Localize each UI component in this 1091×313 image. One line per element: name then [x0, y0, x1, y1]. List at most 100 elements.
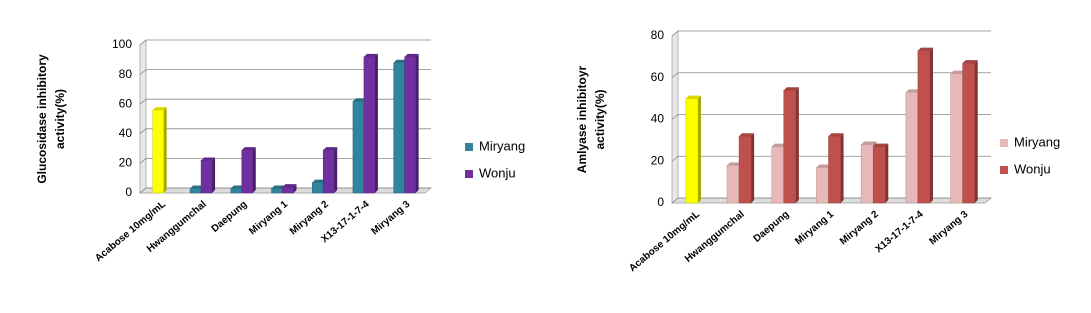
bar [282, 186, 294, 194]
bar [685, 98, 699, 204]
x-tick-label: X13-17-1-7-4 [873, 209, 926, 256]
bar-top [905, 89, 921, 93]
bar-top [962, 60, 978, 64]
bar-side [840, 133, 844, 203]
bar [189, 188, 202, 194]
bar-side [374, 53, 378, 194]
bar-top [393, 59, 408, 63]
bar-top [917, 47, 934, 51]
y-tick-label: 60 [651, 70, 665, 84]
bar-side [334, 147, 338, 193]
grid-line [139, 39, 431, 46]
legend-swatch [1000, 139, 1008, 147]
y-axis-label-line: Glucosidase inhibitory [35, 54, 49, 184]
y-axis-label: Amlyase inhibitoyr activity(%) [575, 65, 607, 173]
x-tick-label: Miryang 3 [369, 199, 412, 238]
bar-side [293, 184, 297, 193]
bar-side [974, 60, 978, 204]
y-tick-label: 40 [119, 126, 133, 140]
bar-top [152, 107, 167, 111]
bar [404, 56, 416, 194]
bar-side [415, 53, 419, 194]
bar [872, 146, 886, 204]
y-tick-label: 20 [119, 156, 133, 170]
bar [311, 182, 324, 194]
bar-side [163, 107, 167, 193]
bar [352, 100, 365, 194]
x-tick-label: Miryang 2 [838, 209, 881, 248]
bar-top [352, 98, 367, 102]
grid-line [671, 30, 991, 37]
y-tick-label: 60 [119, 96, 133, 110]
bar-top [230, 185, 245, 189]
grid-line [671, 72, 991, 79]
bar [241, 149, 254, 194]
bar-side [697, 95, 701, 203]
bar [905, 92, 919, 204]
bar [363, 56, 376, 194]
bar [322, 149, 335, 194]
bar [962, 62, 975, 204]
grid-line [139, 128, 431, 135]
bar-top [312, 179, 327, 183]
legend-swatch [465, 143, 473, 151]
bar [271, 188, 283, 194]
bar [783, 90, 797, 204]
bar [152, 109, 164, 194]
x-tick-label: Miryang 3 [927, 209, 970, 248]
y-axis-label-line: activity(%) [53, 89, 67, 149]
legend-label: Miryang [1014, 134, 1060, 149]
bar [771, 146, 785, 204]
legend-swatch [1000, 166, 1008, 174]
bar-side [212, 157, 216, 193]
bar [738, 135, 752, 204]
y-tick-label: 40 [651, 112, 665, 126]
legend-swatch [465, 170, 473, 178]
y-tick-label: 80 [119, 67, 133, 81]
x-tick-label: Daepung [752, 209, 792, 245]
bar-top [404, 53, 419, 57]
grid-line [671, 114, 991, 120]
x-tick-label: Acabose 10mg/mL [93, 199, 168, 264]
y-axis-label: Glucosidase inhibitory activity(%) [35, 54, 67, 184]
bar [200, 160, 213, 194]
x-tick-label: Daepung [210, 199, 250, 235]
legend-label: Wonju [1014, 161, 1051, 176]
bar-top [241, 147, 256, 151]
y-tick-label: 0 [657, 195, 664, 209]
y-tick-label: 80 [651, 28, 665, 42]
bar-top [271, 185, 286, 189]
bar [860, 144, 874, 204]
bar-top [282, 184, 297, 188]
bar-top [201, 157, 216, 161]
bar-top [873, 143, 889, 147]
bar [230, 188, 243, 194]
bar-side [795, 87, 799, 203]
bar [816, 167, 829, 204]
bar-side [930, 47, 934, 203]
y-tick-label: 20 [651, 153, 665, 167]
bar-top [950, 70, 966, 74]
legend-label: Wonju [479, 165, 516, 180]
back-wall [139, 39, 147, 194]
bar [917, 50, 931, 204]
bar-top [816, 164, 832, 168]
bar [726, 165, 740, 204]
bar [950, 73, 963, 204]
bar-top [783, 87, 799, 91]
bar-side [751, 133, 755, 203]
bar-top [190, 185, 205, 189]
bar-top [726, 162, 743, 166]
bar-top [323, 147, 338, 151]
bar-top [828, 133, 844, 137]
grid-line [139, 98, 431, 105]
y-axis-label-line: activity(%) [593, 89, 607, 149]
bar-top [685, 95, 701, 99]
bar-top [739, 133, 755, 137]
bar-top [771, 143, 787, 147]
x-tick-label: Acabose 10mg/mL [627, 209, 702, 274]
bar-top [363, 53, 378, 57]
bar-top [861, 141, 877, 145]
grid-line [139, 69, 431, 75]
